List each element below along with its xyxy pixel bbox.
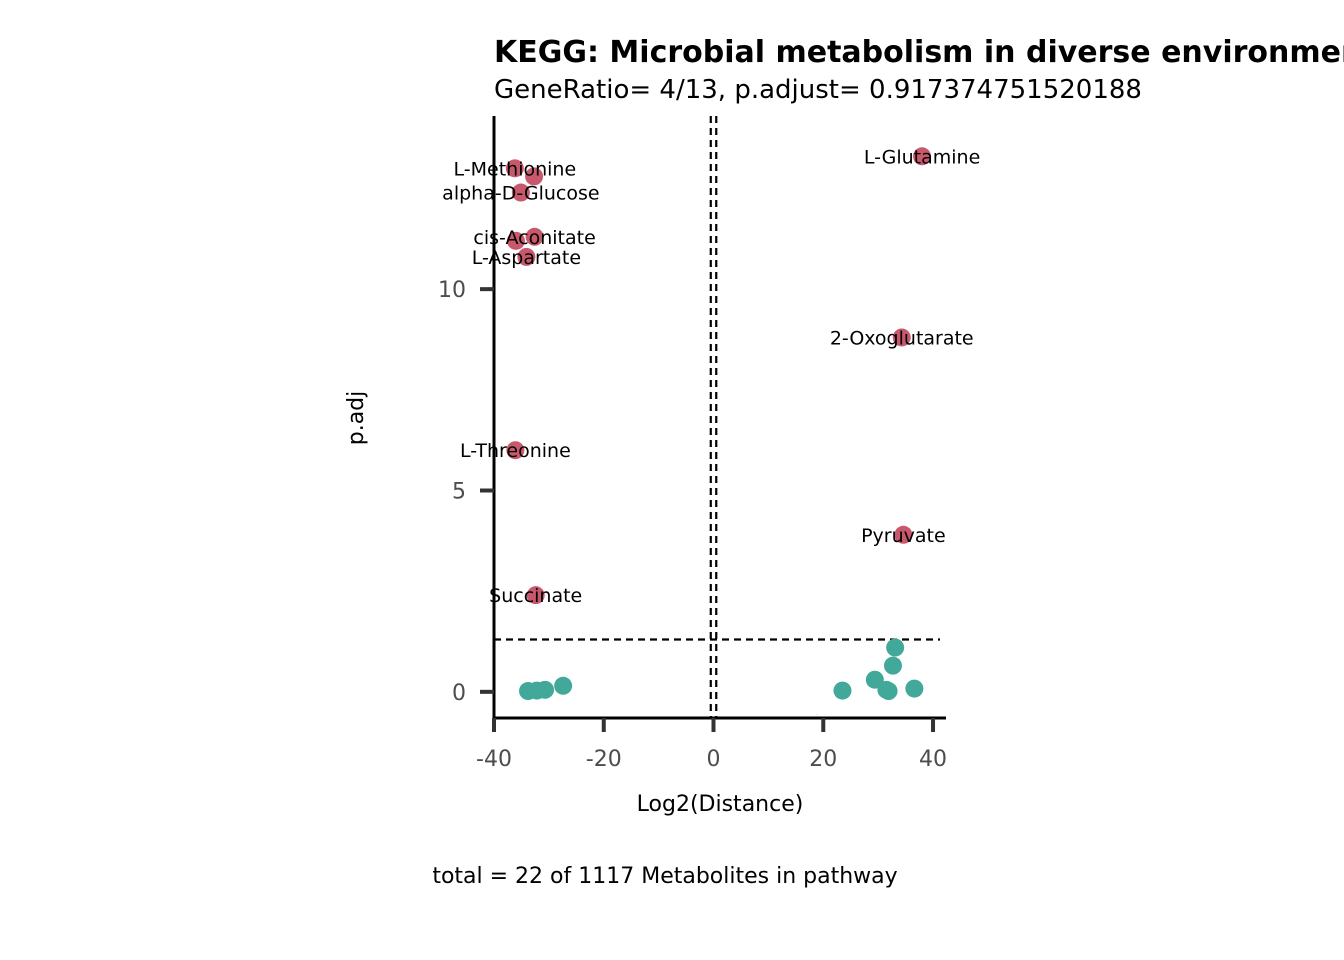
x-axis-label: Log2(Distance) — [637, 792, 804, 817]
point-label: Succinate — [489, 585, 582, 607]
non-significant-point — [886, 638, 905, 657]
chart-caption: total = 22 of 1117 Metabolites in pathwa… — [432, 864, 897, 889]
significant-point — [511, 183, 530, 202]
point-label: alpha-D-Glucose — [442, 183, 599, 205]
significant-point — [505, 159, 524, 178]
significant-point — [894, 525, 913, 544]
non-significant-point — [554, 676, 573, 695]
chart-subtitle: GeneRatio= 4/13, p.adjust= 0.91737475152… — [494, 75, 1142, 105]
significant-point — [506, 441, 525, 460]
axes: -40 -20 0 20 40 0 5 10 — [438, 116, 947, 772]
significant-point — [506, 231, 525, 250]
point-labels: L-Glutamine L-Methionine alpha-D-Glucose ci… — [442, 146, 980, 607]
point-label: 2-Oxoglutarate — [830, 327, 974, 349]
non-significant-point — [905, 679, 924, 698]
significant-point — [913, 147, 932, 166]
data-points — [505, 147, 932, 701]
chart-title: KEGG: Microbial metabolism in diverse en… — [494, 35, 1344, 70]
y-tick-label: 0 — [452, 681, 466, 706]
point-label: Pyruvate — [861, 525, 946, 547]
significant-point — [892, 328, 911, 347]
non-significant-point — [883, 656, 902, 675]
x-tick-label: 20 — [809, 747, 837, 772]
y-axis-label: p.adj — [344, 391, 369, 446]
point-label: L-Glutamine — [864, 146, 980, 168]
non-significant-point — [879, 682, 898, 701]
y-tick-label: 10 — [438, 278, 466, 303]
significant-point — [517, 247, 536, 266]
significant-point — [525, 167, 544, 186]
x-tick-label: -20 — [586, 747, 622, 772]
point-label: L-Threonine — [460, 440, 571, 462]
x-tick-label: 0 — [707, 747, 721, 772]
non-significant-point — [536, 680, 555, 699]
point-label: L-Methionine — [454, 158, 577, 180]
y-tick-label: 5 — [452, 479, 466, 504]
threshold-lines — [494, 116, 940, 718]
x-tick-label: -40 — [476, 747, 512, 772]
significant-point — [526, 586, 545, 605]
x-tick-label: 40 — [919, 747, 947, 772]
point-label: cis-Aconitate — [473, 227, 595, 249]
non-significant-point — [833, 681, 852, 700]
point-label: L-Aspartate — [472, 247, 581, 269]
significant-point — [525, 227, 544, 246]
